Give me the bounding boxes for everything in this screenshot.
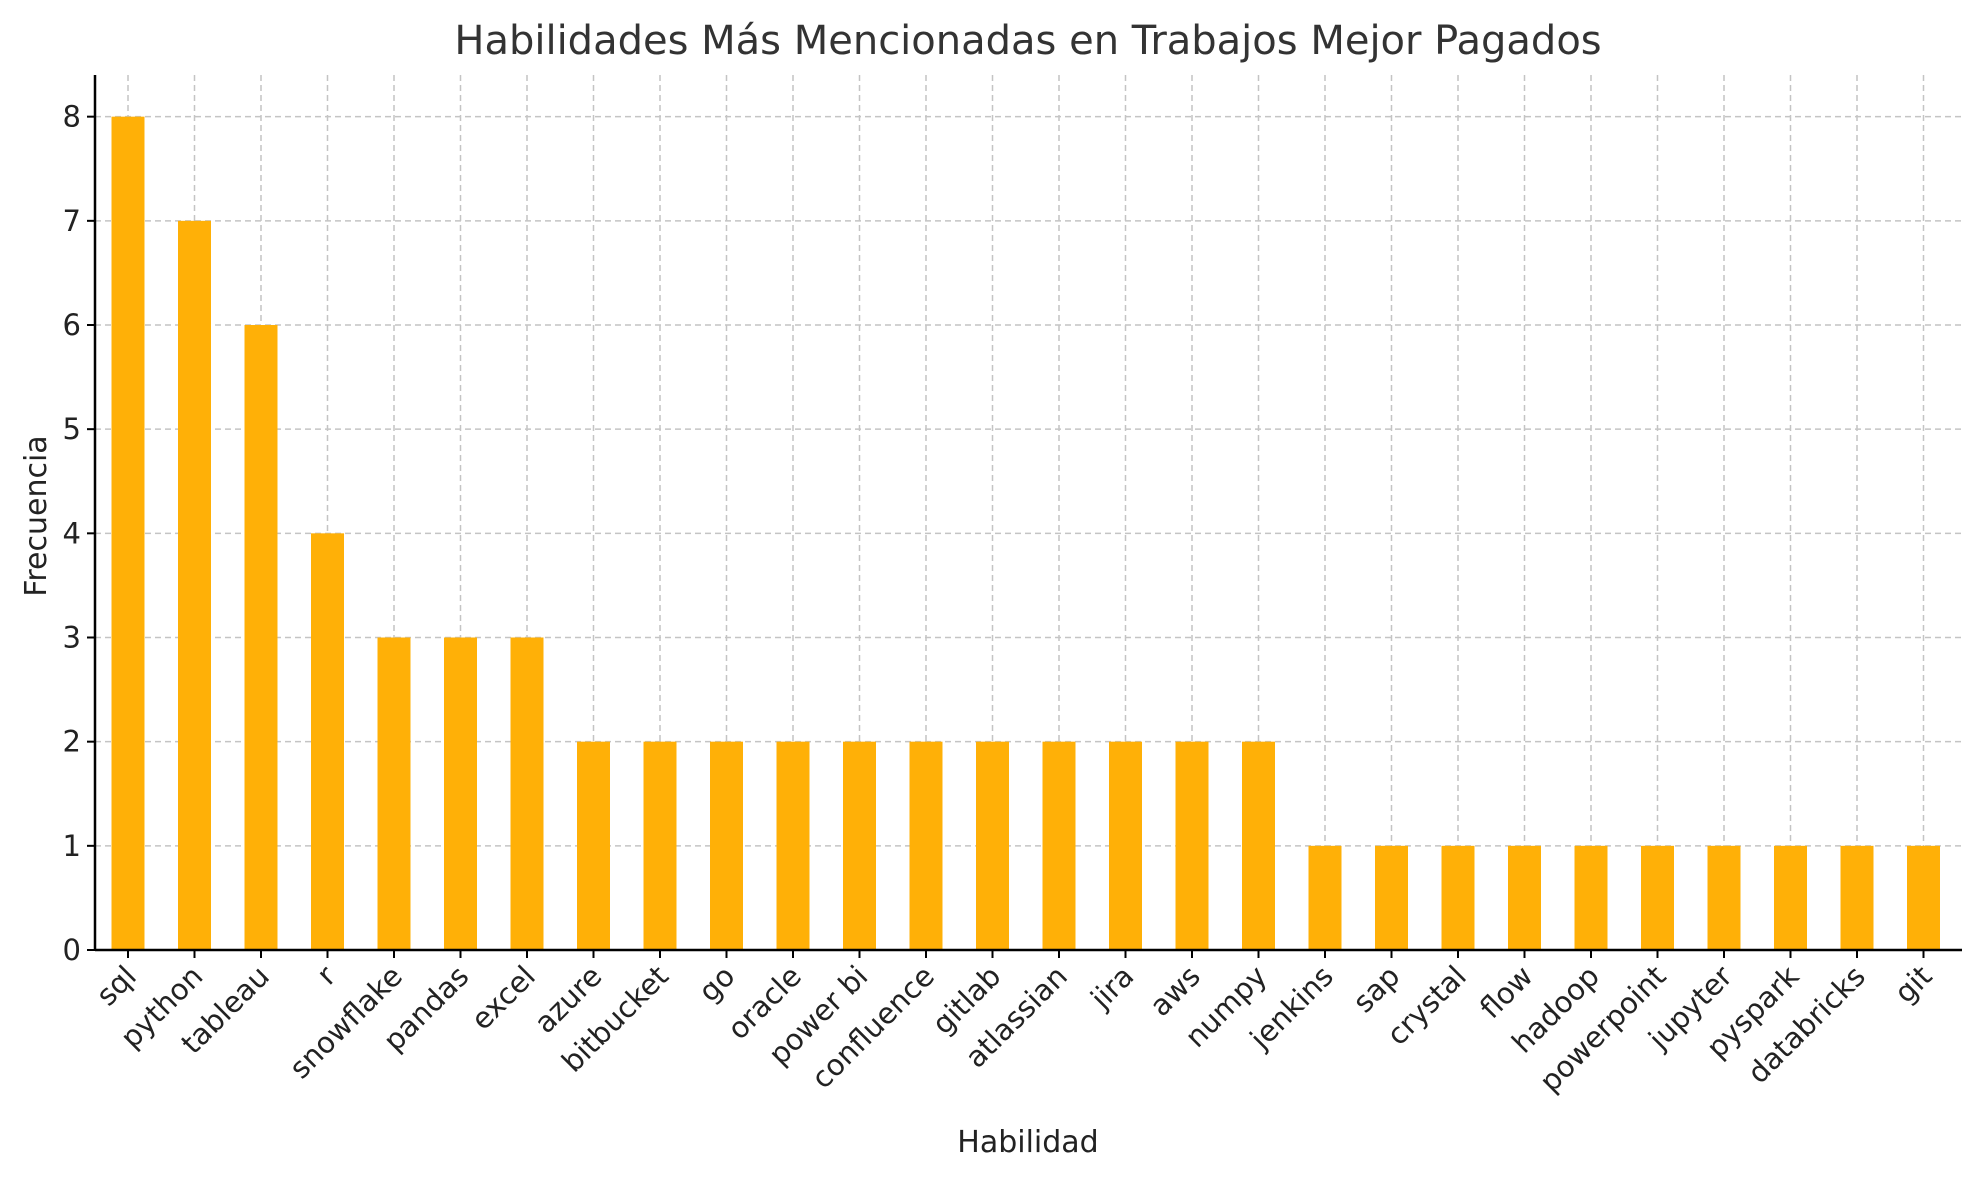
y-tick-label: 6: [63, 308, 81, 342]
x-tick-label: go: [692, 959, 742, 1009]
y-axis-ticks: 0 1 2 3 4 5 6 7 8: [63, 100, 95, 967]
y-tick-label: 3: [63, 621, 81, 655]
y-tick-label: 0: [63, 933, 81, 967]
grid: [95, 75, 1962, 950]
bar-jenkins: [1309, 846, 1342, 950]
x-tick-label: jira: [1083, 959, 1140, 1016]
y-tick-label: 7: [63, 204, 81, 238]
bar-aws: [1176, 742, 1209, 950]
bar-flow: [1508, 846, 1541, 950]
x-tick-label: sql: [90, 959, 143, 1012]
x-axis-label: Habilidad: [957, 1125, 1098, 1160]
bar-oracle: [777, 742, 810, 950]
bar-pandas: [444, 638, 477, 951]
bar-atlassian: [1043, 742, 1076, 950]
y-tick-label: 4: [63, 516, 81, 550]
y-tick-label: 1: [63, 829, 81, 863]
bar-databricks: [1841, 846, 1874, 950]
bar-gitlab: [976, 742, 1009, 950]
bar-crystal: [1442, 846, 1475, 950]
y-tick-label: 8: [63, 100, 81, 134]
y-tick-label: 5: [63, 412, 81, 446]
bar-jupyter: [1708, 846, 1741, 950]
x-tick-label: r: [310, 959, 343, 992]
y-tick-label: 2: [63, 725, 81, 759]
bar-sql: [112, 117, 145, 950]
bar-jira: [1109, 742, 1142, 950]
bar-r: [311, 533, 344, 950]
bar-python: [178, 221, 211, 950]
bar-bitbucket: [644, 742, 677, 950]
bar-confluence: [910, 742, 943, 950]
bar-power-bi: [843, 742, 876, 950]
bar-azure: [577, 742, 610, 950]
bar-hadoop: [1575, 846, 1608, 950]
y-axis-label: Frecuencia: [19, 435, 54, 596]
x-tick-label: excel: [464, 959, 542, 1037]
x-tick-label: git: [1888, 959, 1939, 1010]
bar-pyspark: [1774, 846, 1807, 950]
bar-git: [1907, 846, 1940, 950]
bar-powerpoint: [1641, 846, 1674, 950]
bar-sap: [1375, 846, 1408, 950]
bar-go: [710, 742, 743, 950]
chart-title: Habilidades Más Mencionadas en Trabajos …: [454, 18, 1601, 64]
bar-tableau: [245, 325, 278, 950]
bar-snowflake: [378, 638, 411, 951]
bar-excel: [511, 638, 544, 951]
bar-numpy: [1242, 742, 1275, 950]
axes: [95, 75, 1962, 950]
